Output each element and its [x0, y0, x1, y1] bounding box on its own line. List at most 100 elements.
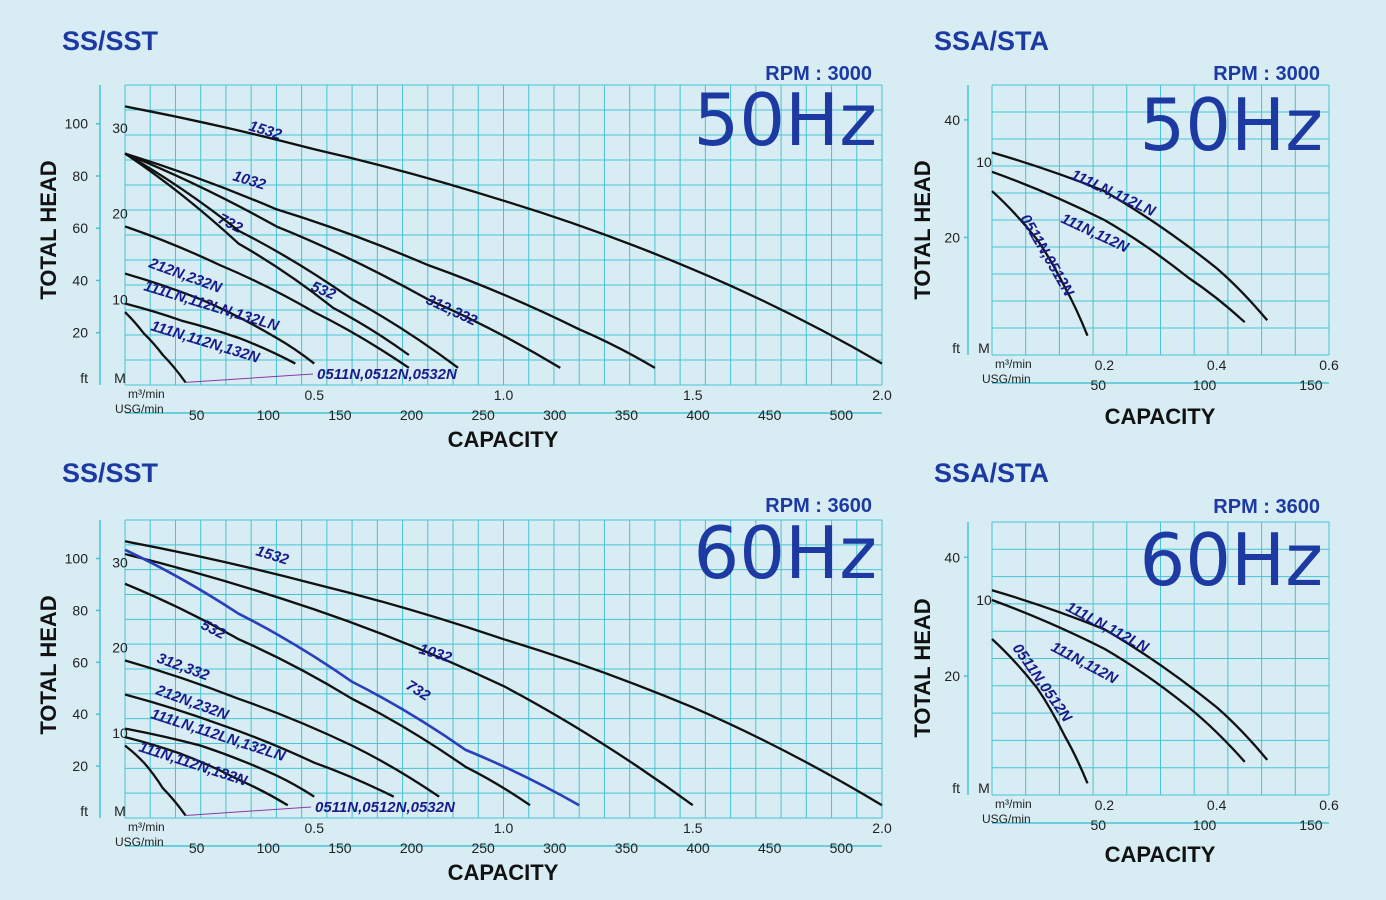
- chart-title: SS/SST: [62, 26, 159, 56]
- x-tick-m3: 0.5: [305, 387, 325, 403]
- x-unit-usg: USG/min: [115, 402, 164, 416]
- x-tick-usg: 50: [1091, 377, 1107, 393]
- x-tick-m3: 0.4: [1207, 797, 1227, 813]
- x-axis-label: CAPACITY: [1105, 404, 1216, 429]
- x-tick-m3: 1.5: [683, 820, 703, 836]
- y-tick-ft: 80: [72, 602, 88, 618]
- x-tick-m3: 0.2: [1095, 797, 1115, 813]
- curve-0511N-0512N: [991, 190, 1089, 337]
- y-tick-m: 30: [112, 555, 128, 571]
- y-tick-m: 10: [112, 291, 128, 307]
- y-tick-ft: 20: [72, 325, 88, 341]
- curve-312-332: [124, 152, 410, 356]
- x-tick-usg: 500: [830, 407, 854, 423]
- curve-111N-112N-132N: [124, 735, 289, 807]
- y-tick-ft: 100: [65, 116, 89, 132]
- x-tick-usg: 500: [830, 840, 854, 856]
- grid: [124, 84, 883, 386]
- curve-1532: [124, 540, 883, 807]
- curve-111LN-112LN: [991, 589, 1269, 761]
- curve-label: 1032: [231, 168, 269, 194]
- curve-532: [124, 582, 531, 807]
- curve-1532: [124, 105, 883, 365]
- x-tick-usg: 400: [686, 407, 710, 423]
- x-tick-m3: 2.0: [872, 820, 892, 836]
- x-tick-usg: 100: [257, 840, 281, 856]
- rpm-label: RPM : 3000: [1213, 63, 1320, 85]
- y-tick-m: 20: [112, 206, 128, 222]
- y-tick-ft: 20: [72, 758, 88, 774]
- x-tick-usg: 450: [758, 407, 782, 423]
- curve-0511N-0512N-0532N: [124, 311, 187, 384]
- x-tick-usg: 150: [1299, 817, 1323, 833]
- y-tick-ft: 40: [944, 549, 960, 565]
- y-axis-label: TOTAL HEAD: [36, 160, 61, 299]
- y-axis-label: TOTAL HEAD: [36, 595, 61, 734]
- curve-label: 0511N,0512N,0532N: [317, 366, 458, 383]
- y-unit-ft: ft: [80, 370, 88, 386]
- leader-line: [185, 373, 314, 383]
- curve-111LN-112LN-132LN: [124, 727, 315, 798]
- y-tick-ft: 20: [944, 668, 960, 684]
- curve-label: 1532: [247, 118, 285, 144]
- curve-1032: [124, 152, 656, 369]
- curve-label: 1532: [254, 543, 292, 569]
- y-unit-ft: ft: [952, 780, 960, 796]
- y-tick-m: 10: [112, 725, 128, 741]
- y-unit-m: M: [978, 780, 990, 796]
- x-unit-usg: USG/min: [982, 372, 1031, 386]
- x-axis-label: CAPACITY: [448, 860, 559, 885]
- x-tick-usg: 200: [400, 840, 424, 856]
- x-tick-m3: 0.6: [1319, 357, 1339, 373]
- curve-0511N-0512N: [991, 638, 1089, 784]
- x-unit-m3: m³/min: [128, 820, 165, 834]
- curve-732: [124, 152, 561, 369]
- x-axis-label: CAPACITY: [1105, 842, 1216, 867]
- curve-label: 312,332: [423, 291, 480, 330]
- x-tick-usg: 350: [615, 407, 639, 423]
- curve-label: 111LN,112LN: [1063, 599, 1152, 657]
- x-tick-m3: 1.0: [494, 820, 514, 836]
- y-tick-ft: 40: [72, 706, 88, 722]
- curve-111LN-112LN: [991, 151, 1269, 322]
- curve-111LN-112LN-132LN: [124, 272, 315, 365]
- y-tick-ft: 40: [944, 112, 960, 128]
- curve-312-332: [124, 659, 440, 798]
- chart-title: SSA/STA: [934, 26, 1049, 56]
- x-unit-usg: USG/min: [115, 835, 164, 849]
- y-tick-ft: 100: [65, 550, 89, 566]
- curve-732: [124, 548, 580, 807]
- x-axis-label: CAPACITY: [448, 427, 559, 452]
- y-unit-ft: ft: [952, 340, 960, 356]
- x-tick-m3: 0.6: [1319, 797, 1339, 813]
- x-tick-m3: 0.5: [305, 820, 325, 836]
- y-tick-m: 30: [112, 120, 128, 136]
- rpm-label: RPM : 3600: [765, 495, 872, 517]
- frequency-label: 50Hz: [1139, 83, 1323, 167]
- curve-111N-112N-132N: [124, 302, 296, 365]
- chart-title: SSA/STA: [934, 458, 1049, 488]
- x-tick-usg: 250: [471, 407, 495, 423]
- x-tick-usg: 300: [543, 840, 567, 856]
- y-tick-ft: 80: [72, 168, 88, 184]
- grid: [991, 521, 1330, 796]
- x-unit-m3: m³/min: [995, 357, 1032, 371]
- x-tick-usg: 100: [1193, 817, 1217, 833]
- curve-label: 0511N,0512N,0532N: [315, 799, 456, 816]
- curve-212N-232N: [124, 225, 410, 369]
- y-tick-m: 20: [112, 640, 128, 656]
- x-unit-m3: m³/min: [128, 387, 165, 401]
- x-tick-usg: 150: [328, 407, 352, 423]
- y-tick-m: 10: [976, 592, 992, 608]
- curve-111N-112N: [991, 598, 1246, 763]
- y-axis-label: TOTAL HEAD: [910, 598, 935, 737]
- y-axis-label: TOTAL HEAD: [910, 160, 935, 299]
- rpm-label: RPM : 3600: [1213, 496, 1320, 518]
- frequency-label: 60Hz: [693, 511, 877, 595]
